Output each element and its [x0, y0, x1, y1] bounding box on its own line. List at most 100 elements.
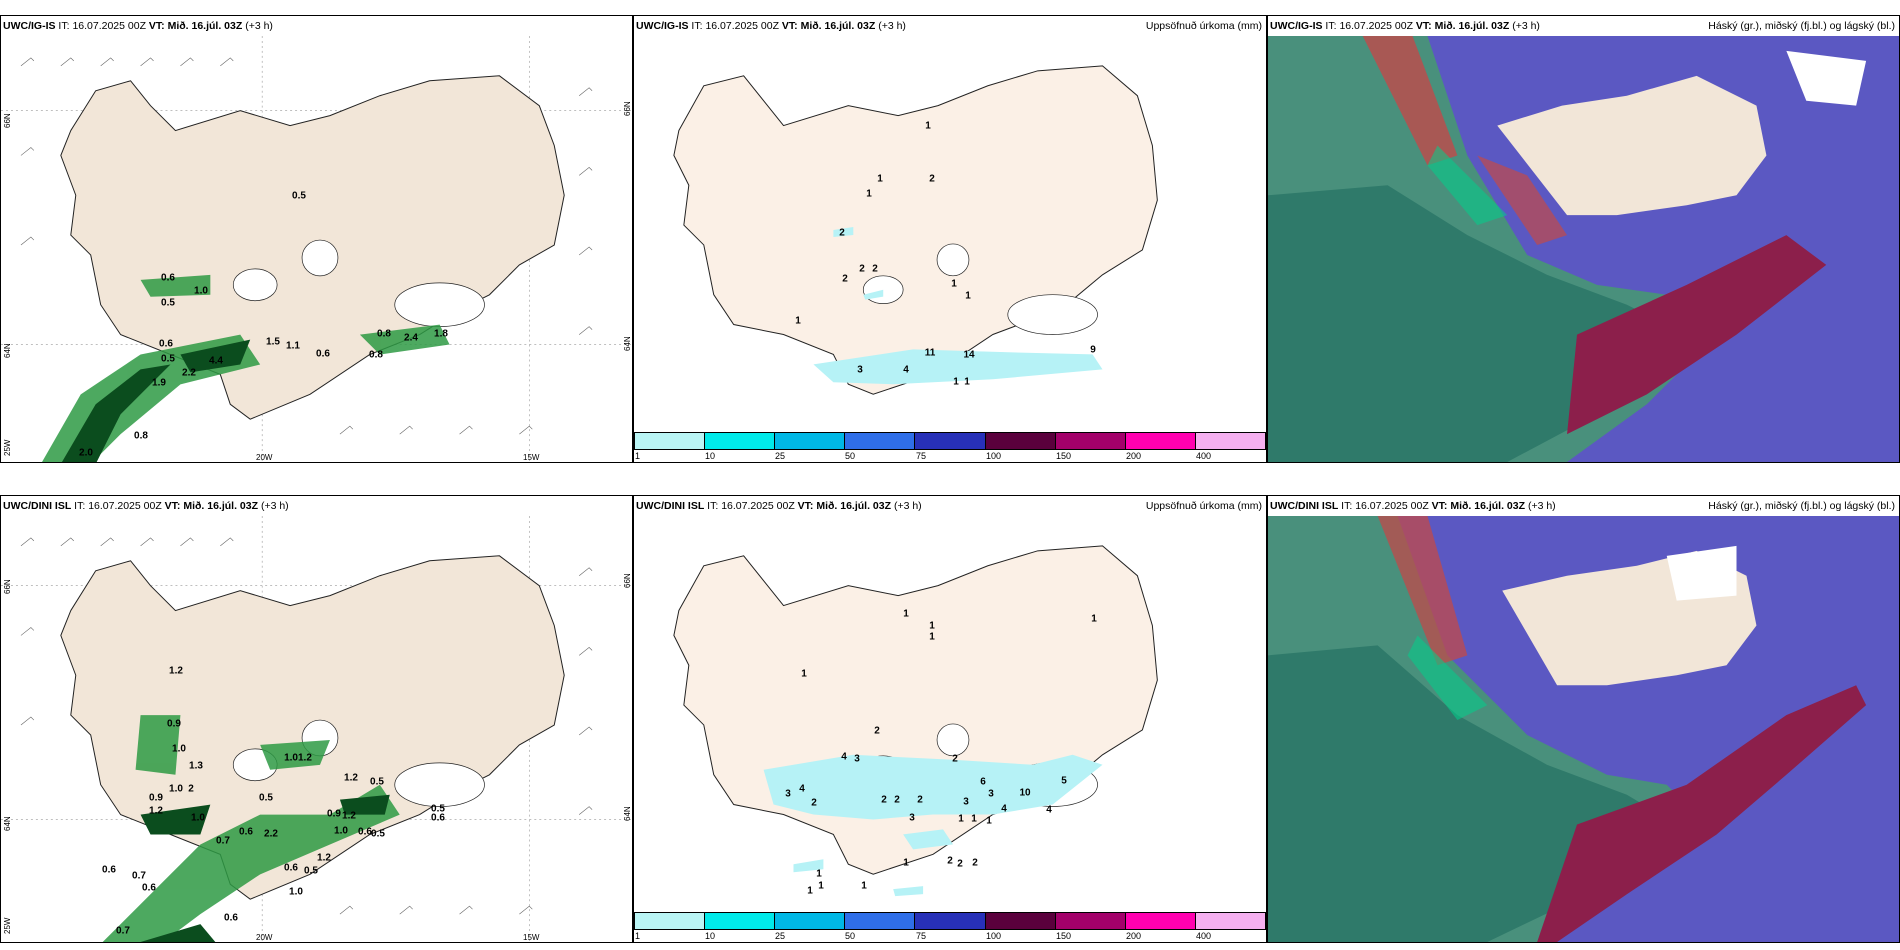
legend-label: 75: [916, 451, 927, 461]
legend-box: [1195, 913, 1265, 929]
legend-labels: 1 10 25 50 75 100 150 200 400: [634, 451, 1266, 462]
precip-label: 5: [1061, 775, 1067, 787]
wind-label: 1.2: [317, 852, 331, 864]
precip-label: 2: [842, 273, 848, 285]
precip-label: 1: [971, 813, 977, 825]
legend-box: [705, 433, 776, 449]
wind-label: 0.7: [132, 870, 146, 882]
it-label: IT:: [74, 500, 86, 512]
it-label: IT:: [58, 20, 70, 32]
wind-label: 0.6: [431, 812, 445, 824]
panel-header: UWC/IG-IS IT: 16.07.2025 00Z VT: Mið. 16…: [1, 16, 632, 36]
wind-label: 0.6: [316, 348, 330, 360]
wind-label: 1.0: [191, 812, 205, 824]
lat-label: 66N: [623, 573, 632, 588]
legend-label: 1: [635, 451, 641, 461]
panel-header: UWC/IG-IS IT: 16.07.2025 00Z VT: Mið. 16…: [634, 16, 1266, 36]
precip-label: 1: [1091, 613, 1097, 625]
precip-label: 1: [818, 880, 824, 892]
wind-label: 1.0: [334, 825, 348, 837]
wind-label: 0.5: [259, 792, 273, 804]
precip-label: 2: [957, 858, 963, 870]
wind-map: [1, 516, 632, 942]
panel-header: UWC/IG-IS IT: 16.07.2025 00Z VT: Mið. 16…: [1268, 16, 1899, 36]
cloud-panel-row1: UWC/IG-IS IT: 16.07.2025 00Z VT: Mið. 16…: [1267, 15, 1900, 463]
cloud-map: [1268, 516, 1899, 942]
lead-time: (+3 h): [1512, 20, 1540, 32]
legend-label: 10: [705, 931, 716, 941]
vt-label: VT:: [164, 500, 181, 512]
precip-label: 1: [903, 608, 909, 620]
it-value: 16.07.2025 00Z: [721, 500, 795, 512]
wind-label: 0.9: [167, 718, 181, 730]
model-name: UWC/DINI ISL: [636, 500, 705, 512]
precip-label: 1: [958, 813, 964, 825]
wind-panel-row2: UWC/DINI ISL IT: 16.07.2025 00Z VT: Mið.…: [0, 495, 633, 943]
panel-header: UWC/DINI ISL IT: 16.07.2025 00Z VT: Mið.…: [1, 496, 632, 516]
precip-legend: 1 10 25 50 75 100 150 200 400: [634, 432, 1266, 462]
model-name: UWC/DINI ISL: [1270, 500, 1339, 512]
precip-label: 2: [859, 263, 865, 275]
precip-panel-row2: UWC/DINI ISL IT: 16.07.2025 00Z VT: Mið.…: [633, 495, 1267, 943]
precip-title: Uppsöfnuð úrkoma (mm): [1145, 20, 1262, 32]
wind-label: 0.6: [224, 912, 238, 924]
wind-label: 0.6: [102, 864, 116, 876]
it-value: 16.07.2025 00Z: [88, 500, 162, 512]
precip-label: 14: [963, 349, 975, 361]
precip-label: 2: [872, 263, 878, 275]
wind-label: 1.0: [172, 743, 186, 755]
precip-label: 2: [839, 227, 845, 239]
wind-label: 0.5: [292, 190, 306, 202]
it-label: IT:: [691, 20, 703, 32]
lon-label: 25W: [3, 439, 12, 456]
vt-label: VT:: [1415, 20, 1432, 32]
precip-label: 3: [785, 788, 791, 800]
precip-label: 1: [903, 857, 909, 869]
legend-box: [775, 433, 846, 449]
wind-label: 1.01.2: [284, 752, 312, 764]
vt-value: Mið. 16.júl. 03Z: [1450, 500, 1526, 512]
precip-label: 4: [903, 364, 909, 376]
wind-label: 1.5: [266, 336, 280, 348]
precip-map: [634, 516, 1266, 912]
cloud-panel-row2: UWC/DINI ISL IT: 16.07.2025 00Z VT: Mið.…: [1267, 495, 1900, 943]
precip-label: 3: [963, 796, 969, 808]
legend-label: 50: [845, 931, 856, 941]
legend-label: 1: [635, 931, 641, 941]
panel-header: UWC/DINI ISL IT: 16.07.2025 00Z VT: Mið.…: [634, 496, 1266, 516]
legend-label: 100: [986, 931, 1002, 941]
vt-value: Mið. 16.júl. 03Z: [816, 500, 892, 512]
precip-label: 2: [917, 794, 923, 806]
precip-label: 4: [1001, 803, 1007, 815]
legend-box: [915, 433, 986, 449]
wind-label: 0.6: [142, 882, 156, 894]
precip-label: 1: [925, 120, 931, 132]
wind-label: 0.5: [161, 297, 175, 309]
model-name: UWC/IG-IS: [636, 20, 689, 32]
wind-label: 0.5: [371, 828, 385, 840]
precip-label: 3: [854, 753, 860, 765]
legend-box: [915, 913, 986, 929]
wind-label: 0.7: [216, 835, 230, 847]
legend-label: 50: [845, 451, 856, 461]
precip-label: 4: [1046, 804, 1052, 816]
precip-label: 2: [947, 855, 953, 867]
precip-label: 6: [980, 776, 986, 788]
precip-label: 1: [986, 815, 992, 827]
precip-label: 2: [811, 797, 817, 809]
precip-label: 2: [972, 857, 978, 869]
lead-time: (+3 h): [245, 20, 273, 32]
vt-value: Mið. 16.júl. 03Z: [183, 500, 259, 512]
precip-label: 1: [866, 188, 872, 200]
lon-label: 25W: [3, 917, 12, 934]
wind-label: 0.8: [369, 349, 383, 361]
legend-label: 75: [916, 931, 927, 941]
lon-label: 20W: [256, 453, 273, 462]
cloud-title: Háský (gr.), miðský (fj.bl.) og lágský (…: [1708, 20, 1895, 32]
legend-label: 100: [986, 451, 1002, 461]
precip-legend: 1 10 25 50 75 100 150 200 400: [634, 912, 1266, 942]
wind-label: 1.3: [189, 760, 203, 772]
legend-label: 200: [1126, 931, 1142, 941]
model-name: UWC/DINI ISL: [3, 500, 72, 512]
cloud-title: Háský (gr.), miðský (fj.bl.) og lágský (…: [1708, 500, 1895, 512]
